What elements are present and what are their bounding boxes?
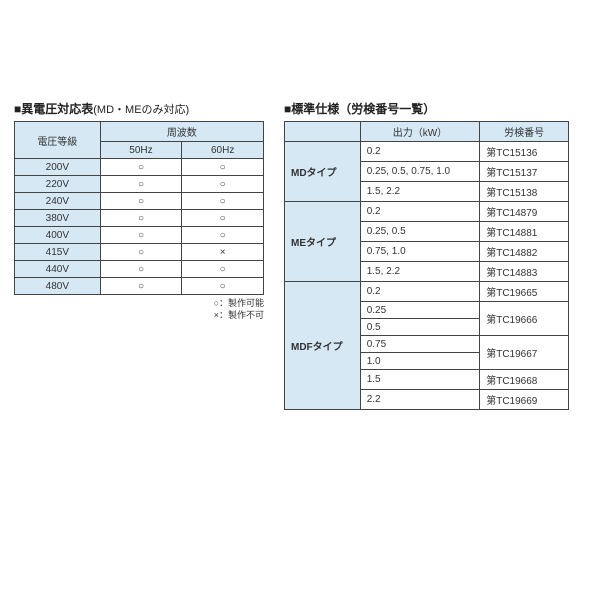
voltage-cell: 480V <box>15 278 101 295</box>
voltage-cell: 400V <box>15 227 101 244</box>
cert-cell: 第TC14879 <box>480 202 569 222</box>
output-cell: 2.2 <box>360 390 480 410</box>
cert-cell: 第TC19667 <box>480 336 569 370</box>
freq-50-cell: ○ <box>100 193 182 210</box>
freq-50-cell: ○ <box>100 278 182 295</box>
voltage-header: 電圧等級 <box>15 122 101 159</box>
table-row: 440V○○ <box>15 261 264 278</box>
output-cell: 0.2 <box>360 282 480 302</box>
title-note: (MD・MEのみ対応) <box>93 104 189 116</box>
voltage-cell: 415V <box>15 244 101 261</box>
cert-cell: 第TC19666 <box>480 302 569 336</box>
freq-50-header: 50Hz <box>100 142 182 159</box>
frequency-header: 周波数 <box>100 122 263 142</box>
table-row: 200V○○ <box>15 159 264 176</box>
freq-50-cell: ○ <box>100 244 182 261</box>
freq-60-header: 60Hz <box>182 142 264 159</box>
freq-50-cell: ○ <box>100 159 182 176</box>
freq-50-cell: ○ <box>100 176 182 193</box>
voltage-cell: 240V <box>15 193 101 210</box>
output-cell: 0.2 <box>360 202 480 222</box>
output-cell: 1.5, 2.2 <box>360 262 480 282</box>
freq-60-cell: ○ <box>182 227 264 244</box>
cert-cell: 第TC15136 <box>480 142 569 162</box>
freq-60-cell: ○ <box>182 176 264 193</box>
type-cell: MEタイプ <box>285 202 361 282</box>
voltage-cell: 220V <box>15 176 101 193</box>
table-row: MDFタイプ0.2第TC19665 <box>285 282 569 302</box>
type-cell: MDタイプ <box>285 142 361 202</box>
voltage-cell: 440V <box>15 261 101 278</box>
type-header <box>285 122 361 142</box>
cert-cell: 第TC15137 <box>480 162 569 182</box>
table-row: 240V○○ <box>15 193 264 210</box>
table-row: 380V○○ <box>15 210 264 227</box>
cert-cell: 第TC14881 <box>480 222 569 242</box>
output-cell: 0.25 <box>360 302 480 319</box>
freq-60-cell: ○ <box>182 193 264 210</box>
output-cell: 0.25, 0.5 <box>360 222 480 242</box>
output-cell: 1.0 <box>360 353 480 370</box>
legend-ng: ×：製作不可 <box>14 310 264 322</box>
cert-cell: 第TC19665 <box>480 282 569 302</box>
output-cell: 1.5, 2.2 <box>360 182 480 202</box>
voltage-table: 電圧等級 周波数 50Hz 60Hz 200V○○220V○○240V○○380… <box>14 121 264 295</box>
cert-table-section: ■標準仕様（労検番号一覧） 出力（kW） 労検番号 MDタイプ0.2第TC151… <box>284 100 569 600</box>
cert-table: 出力（kW） 労検番号 MDタイプ0.2第TC151360.25, 0.5, 0… <box>284 121 569 410</box>
freq-60-cell: ○ <box>182 261 264 278</box>
freq-50-cell: ○ <box>100 227 182 244</box>
output-cell: 0.75, 1.0 <box>360 242 480 262</box>
freq-60-cell: ○ <box>182 278 264 295</box>
output-cell: 1.5 <box>360 370 480 390</box>
cert-cell: 第TC19668 <box>480 370 569 390</box>
cert-header: 労検番号 <box>480 122 569 142</box>
cert-cell: 第TC14883 <box>480 262 569 282</box>
voltage-table-section: ■異電圧対応表(MD・MEのみ対応) 電圧等級 周波数 50Hz 60Hz 20… <box>14 100 264 600</box>
type-cell: MDFタイプ <box>285 282 361 410</box>
table-row: 480V○○ <box>15 278 264 295</box>
freq-60-cell: ○ <box>182 210 264 227</box>
freq-50-cell: ○ <box>100 210 182 227</box>
table-row: 220V○○ <box>15 176 264 193</box>
table-row: MDタイプ0.2第TC15136 <box>285 142 569 162</box>
output-header: 出力（kW） <box>360 122 480 142</box>
cert-cell: 第TC15138 <box>480 182 569 202</box>
output-cell: 0.2 <box>360 142 480 162</box>
voltage-cell: 200V <box>15 159 101 176</box>
table-row: 400V○○ <box>15 227 264 244</box>
table-row: 415V○× <box>15 244 264 261</box>
title-text: 異電圧対応表 <box>21 102 93 116</box>
title-text: 標準仕様（労検番号一覧） <box>291 102 435 116</box>
cert-cell: 第TC14882 <box>480 242 569 262</box>
output-cell: 0.25, 0.5, 0.75, 1.0 <box>360 162 480 182</box>
voltage-cell: 380V <box>15 210 101 227</box>
voltage-legend: ○：製作可能 ×：製作不可 <box>14 298 264 321</box>
freq-50-cell: ○ <box>100 261 182 278</box>
voltage-table-title: ■異電圧対応表(MD・MEのみ対応) <box>14 100 264 117</box>
output-cell: 0.75 <box>360 336 480 353</box>
table-row: MEタイプ0.2第TC14879 <box>285 202 569 222</box>
legend-ok: ○：製作可能 <box>14 298 264 310</box>
cert-table-title: ■標準仕様（労検番号一覧） <box>284 100 569 117</box>
freq-60-cell: ○ <box>182 159 264 176</box>
freq-60-cell: × <box>182 244 264 261</box>
cert-cell: 第TC19669 <box>480 390 569 410</box>
output-cell: 0.5 <box>360 319 480 336</box>
